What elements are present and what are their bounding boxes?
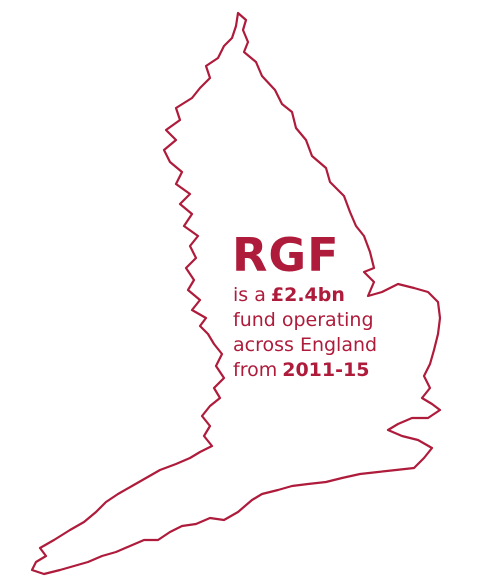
text: from <box>233 359 278 381</box>
england-outline <box>30 11 442 576</box>
blurb-line: from 2011-15 <box>233 358 377 383</box>
blurb-line: is a £2.4bn <box>233 283 377 308</box>
blurb-line: across England <box>233 333 377 358</box>
text: is a <box>233 284 266 306</box>
text: fund operating <box>233 309 374 331</box>
highlight: £2.4bn <box>270 284 345 306</box>
title: RGF <box>232 228 340 282</box>
blurb: is a £2.4bn fund operating across England… <box>233 283 377 383</box>
text: across England <box>233 334 378 356</box>
blurb-line: fund operating <box>233 308 377 333</box>
highlight: 2011-15 <box>282 359 370 381</box>
